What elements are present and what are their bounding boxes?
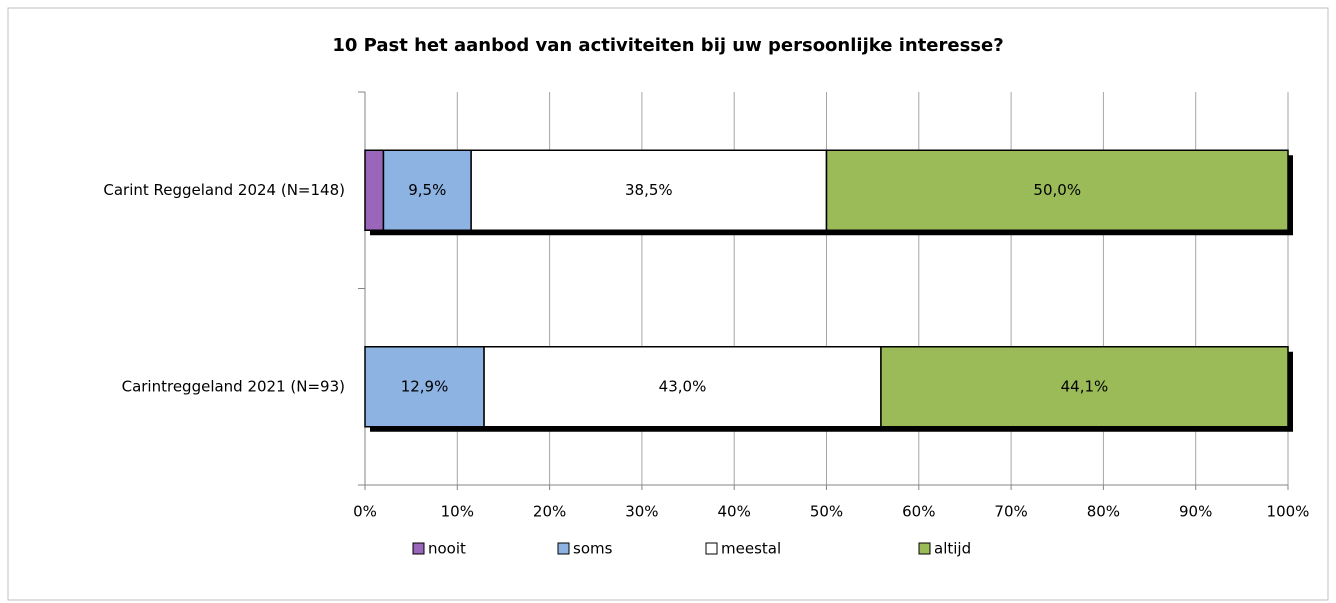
bar-segment: [483, 346, 882, 428]
x-tick-label: 100%: [1267, 503, 1310, 521]
data-label: 12,9%: [401, 377, 449, 395]
legend-swatch: [918, 542, 931, 555]
legend-swatch: [705, 542, 718, 555]
x-tick-label: 20%: [533, 503, 566, 521]
legend-label: soms: [573, 540, 613, 558]
y-tick-label: Carint Reggeland 2024 (N=148): [103, 181, 345, 199]
data-label: 43,0%: [659, 377, 707, 395]
x-tick-label: 10%: [441, 503, 474, 521]
x-tick-label: 70%: [994, 503, 1027, 521]
x-tick-label: 0%: [353, 503, 377, 521]
legend-swatch: [412, 542, 425, 555]
bar-segment: [880, 346, 1289, 428]
x-tick-label: 40%: [718, 503, 751, 521]
y-tick-label: Carintreggeland 2021 (N=93): [122, 377, 345, 395]
bar-segment: [825, 149, 1289, 231]
x-tick-label: 60%: [902, 503, 935, 521]
data-label: 38,5%: [625, 181, 673, 199]
x-tick-label: 80%: [1087, 503, 1120, 521]
legend-swatch: [557, 542, 570, 555]
data-label: 9,5%: [408, 181, 446, 199]
chart-title: 10 Past het aanbod van activiteiten bij …: [332, 35, 1003, 56]
bar-segment: [364, 149, 385, 231]
legend-label: meestal: [721, 540, 781, 558]
x-tick-label: 30%: [625, 503, 658, 521]
legend-label: altijd: [934, 540, 971, 558]
legend-label: nooit: [428, 540, 466, 558]
x-tick-label: 50%: [810, 503, 843, 521]
chart-frame: [7, 7, 1329, 601]
x-tick-label: 90%: [1179, 503, 1212, 521]
data-label: 44,1%: [1061, 377, 1109, 395]
data-label: 50,0%: [1033, 181, 1081, 199]
